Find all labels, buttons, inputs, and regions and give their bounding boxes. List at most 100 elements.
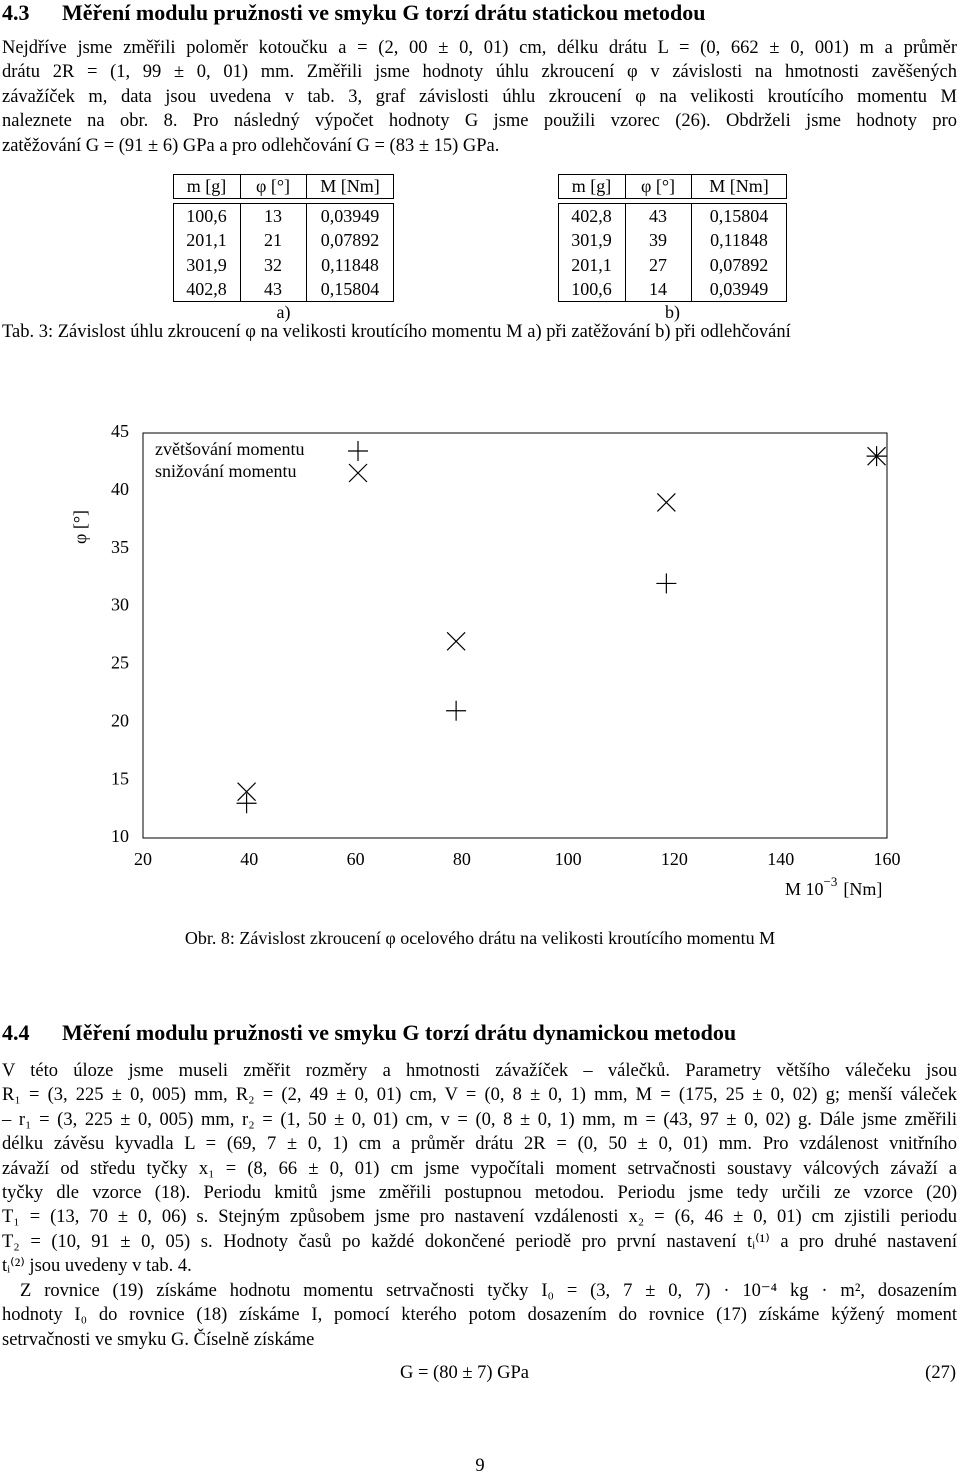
column-rule <box>625 203 626 302</box>
y-tick-label: 45 <box>111 421 129 441</box>
marker-stroke <box>656 493 676 512</box>
x-tick-label: 60 <box>347 849 365 869</box>
table-cell: 13 <box>264 206 282 226</box>
table-header-cell: m [g] <box>186 176 227 196</box>
table-cell: 21 <box>264 230 282 251</box>
y-tick-label: 15 <box>111 768 129 788</box>
plot-frame <box>142 432 888 839</box>
column-rule <box>240 203 241 302</box>
x-tick-label: 120 <box>661 849 688 869</box>
plus-marker <box>236 793 257 814</box>
column-rule <box>306 174 307 199</box>
marker-stroke <box>867 446 887 466</box>
x-axis-label: M 10−3 [Nm] <box>785 874 882 899</box>
section-number: 4.4 <box>2 1020 30 1045</box>
y-tick-label: 30 <box>111 595 129 615</box>
figure-caption: Obr. 8: Závislost zkroucení φ ocelového … <box>185 928 775 948</box>
table-cell: 0,11848 <box>710 230 768 251</box>
x-axis-label-base: M 10 <box>785 879 824 899</box>
column-rule <box>306 203 307 302</box>
text-line: zatěžování G = (91 ± 6) GPa a pro odlehč… <box>2 135 500 156</box>
table-body-box <box>558 203 787 302</box>
x-tick-label: 100 <box>555 849 582 869</box>
table-cell: 0,07892 <box>709 254 769 275</box>
x-axis-label-unit: [Nm] <box>843 879 882 899</box>
table-cell: 0,15804 <box>320 278 380 299</box>
x-tick-label: 40 <box>240 849 258 869</box>
text-line: V této úloze jsme museli změřit rozměry … <box>2 1061 957 1081</box>
text-line: T₁ = (13, 70 ± 0, 06) s. Stejným způsobe… <box>2 1207 957 1228</box>
table-cell: 0,15804 <box>709 206 769 226</box>
text-line: závažíček m, data jsou uvedena v tab. 3,… <box>2 86 957 107</box>
table-label: b) <box>665 302 680 322</box>
table-cell: 14 <box>649 278 667 299</box>
table-cell: 100,6 <box>571 278 612 299</box>
plus-marker <box>656 573 677 594</box>
table-cell: 201,1 <box>571 254 612 275</box>
text-line: Nejdříve jsme změřili poloměr kotoučku a… <box>2 38 957 58</box>
table-cell: 27 <box>649 254 667 275</box>
cross-marker <box>656 493 676 512</box>
cross-marker <box>867 446 887 466</box>
table-header-cell: φ [°] <box>640 176 676 196</box>
table-header-box <box>558 174 787 199</box>
text-line: Z rovnice (19) získáme hodnotu momentu s… <box>20 1281 957 1301</box>
text-line: závaží od středu tyčky x₁ = (8, 66 ± 0, … <box>2 1158 957 1179</box>
table-cell: 0,07892 <box>320 230 380 251</box>
text-line: T₂ = (10, 91 ± 0, 05) s. Hodnoty časů po… <box>2 1231 957 1252</box>
table-header-cell: φ [°] <box>255 176 291 196</box>
page-number: 9 <box>475 1456 485 1476</box>
plus-marker <box>446 700 467 721</box>
y-tick-label: 20 <box>111 710 129 730</box>
table-cell: 201,1 <box>186 230 227 251</box>
text-line: R₁ = (3, 225 ± 0, 005) mm, R₂ = (2, 49 ±… <box>2 1085 957 1106</box>
table-cell: 100,6 <box>186 206 227 226</box>
table-cell: 39 <box>649 230 667 251</box>
plus-marker <box>348 441 368 461</box>
text-line: tyčky dle vzorce (18). Periodu kmitů jsm… <box>2 1183 957 1203</box>
marker-stroke <box>446 631 466 651</box>
section-number: 4.3 <box>2 0 30 25</box>
table-label: a) <box>276 302 291 322</box>
text-line: setrvačnosti ve smyku G. Číselně získáme <box>2 1329 315 1350</box>
column-rule <box>691 203 692 302</box>
cross-marker <box>348 463 368 483</box>
y-tick-label: 25 <box>111 653 129 673</box>
text-line: naleznete na obr. 8. Pro následný výpoče… <box>2 111 957 132</box>
x-tick-label: 20 <box>134 849 152 869</box>
y-tick-label: 10 <box>111 826 129 846</box>
table-cell: 402,8 <box>571 206 612 226</box>
table-cell: 301,9 <box>186 254 227 275</box>
table-cell: 301,9 <box>571 230 612 251</box>
table-body-box <box>173 203 394 302</box>
text-line: hodnoty I₀ do rovnice (18) získáme I, po… <box>2 1305 957 1326</box>
cross-marker <box>237 782 256 802</box>
table-header-box <box>173 174 394 199</box>
table-cell: 402,8 <box>186 278 227 299</box>
table-cell: 0,03949 <box>709 278 769 299</box>
column-rule <box>625 174 626 199</box>
text-line: drátu 2R = (1, 99 ± 0, 01) mm. Změřili j… <box>2 62 957 83</box>
section-heading: 4.4 Měření modulu pružnosti ve smyku G to… <box>2 1020 736 1046</box>
table-cell: 0,03949 <box>320 206 380 226</box>
y-tick-label: 35 <box>111 537 129 557</box>
section-heading: 4.3 Měření modulu pružnosti ve smyku G to… <box>2 0 706 26</box>
table-cell: 43 <box>649 206 667 226</box>
column-rule <box>691 174 692 199</box>
section-title: Měření modulu pružnosti ve smyku G torzí… <box>62 1020 737 1045</box>
legend-label: snižování momentu <box>155 461 296 481</box>
marker-stroke <box>348 463 368 483</box>
table-header-cell: M [Nm] <box>320 176 380 196</box>
table-header-cell: m [g] <box>571 176 612 196</box>
table-header-cell: M [Nm] <box>709 176 769 196</box>
chart: φ [°] M 10−3 [Nm] Obr. 8: Závislost zkrou… <box>70 421 900 948</box>
equation: G = (80 ± 7) GPa <box>400 1363 530 1383</box>
table-cell: 43 <box>264 278 282 299</box>
table-cell: 32 <box>264 254 282 275</box>
legend-label: zvětšování momentu <box>155 439 304 459</box>
x-tick-label: 80 <box>453 849 471 869</box>
y-tick-label: 40 <box>111 479 129 499</box>
y-axis-label: φ [°] <box>70 510 90 544</box>
text-line: délku závěsu kyvadla L = (69, 7 ± 0, 1) … <box>2 1134 957 1155</box>
